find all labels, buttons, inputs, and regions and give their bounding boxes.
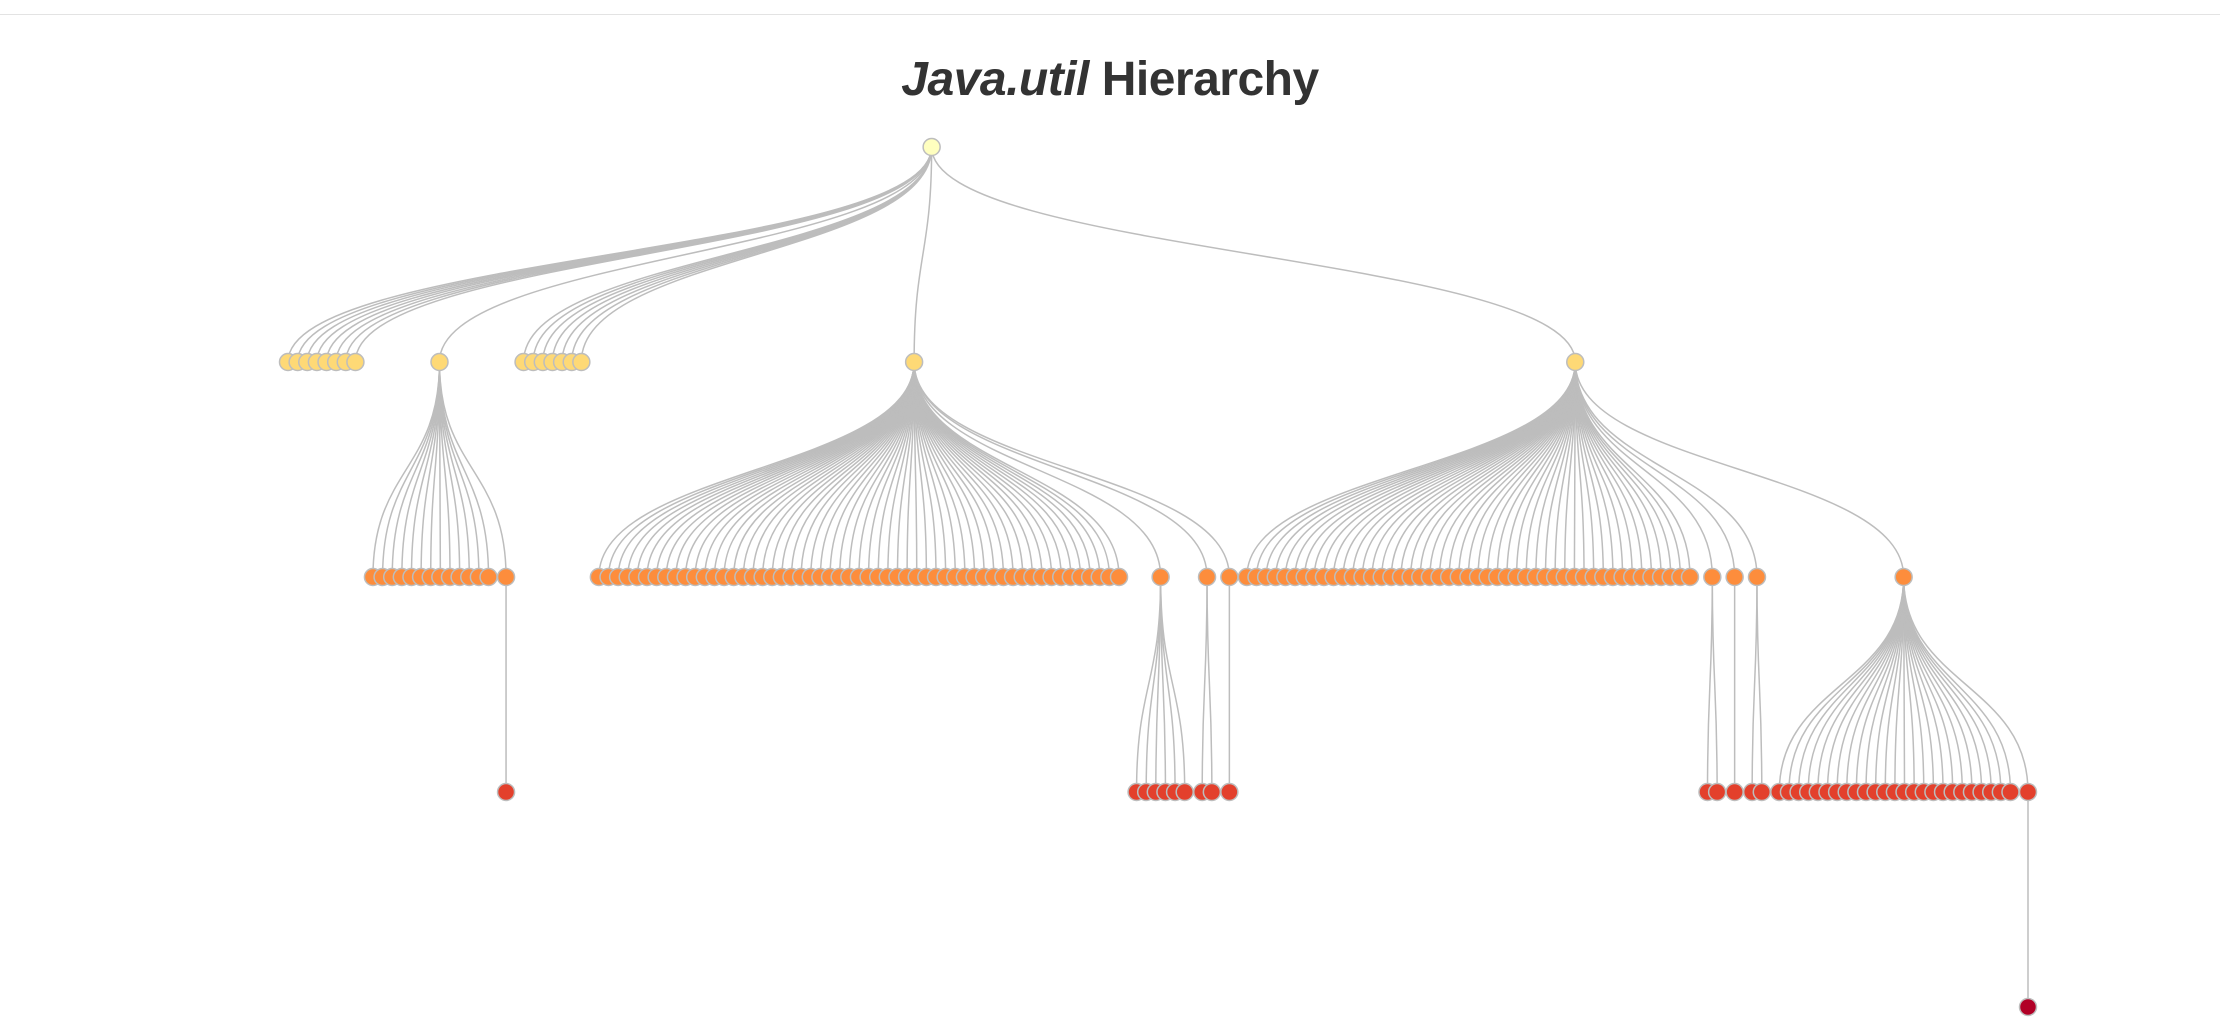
tree-node-depth-3[interactable] bbox=[1707, 782, 1727, 802]
tree-link bbox=[345, 146, 933, 363]
tree-link bbox=[401, 361, 441, 578]
tree-link bbox=[913, 361, 1162, 578]
tree-link bbox=[1361, 361, 1577, 578]
tree-node-depth-3[interactable] bbox=[1202, 782, 1222, 802]
tree-node-depth-2[interactable] bbox=[1680, 567, 1700, 587]
tree-link bbox=[781, 361, 915, 578]
tree-link bbox=[723, 361, 915, 578]
tree-link bbox=[1855, 576, 1905, 793]
tree-link bbox=[306, 146, 933, 363]
tree-link bbox=[1865, 576, 1905, 793]
tree-link bbox=[354, 146, 933, 363]
tree-nodes bbox=[278, 137, 2038, 1017]
tree-link bbox=[316, 146, 933, 363]
tree-link bbox=[1574, 361, 1736, 578]
tree-link bbox=[542, 146, 933, 363]
tree-link bbox=[296, 146, 933, 363]
tree-link bbox=[1371, 361, 1577, 578]
title-hierarchy-word: Hierarchy bbox=[1101, 53, 1319, 106]
tree-link bbox=[1902, 576, 1954, 793]
tree-link bbox=[1574, 361, 1682, 578]
tree-link bbox=[325, 146, 933, 363]
tree-link bbox=[1303, 361, 1577, 578]
tree-node-depth-3[interactable] bbox=[1725, 782, 1744, 802]
tree-link bbox=[287, 146, 933, 363]
tree-node-depth-3[interactable] bbox=[2018, 782, 2038, 802]
tree-node-depth-2[interactable] bbox=[1703, 567, 1722, 587]
tree-node-depth-2[interactable] bbox=[1220, 567, 1239, 587]
tree-link bbox=[372, 361, 441, 578]
tree-link bbox=[1574, 361, 1691, 578]
tree-link bbox=[913, 361, 1005, 578]
tree-link bbox=[646, 361, 915, 578]
tree-node-depth-1[interactable] bbox=[904, 352, 924, 372]
tree-node-depth-3[interactable] bbox=[2001, 782, 2020, 802]
tree-link bbox=[1797, 576, 1905, 793]
title-package-name: Java.util bbox=[901, 53, 1089, 106]
tree-link bbox=[1155, 576, 1162, 793]
tree-link bbox=[1265, 361, 1577, 578]
tree-link bbox=[1706, 576, 1714, 793]
tree-node-depth-2[interactable] bbox=[479, 567, 498, 587]
tree-link bbox=[1429, 361, 1577, 578]
tree-link bbox=[913, 361, 1231, 578]
tree-node-depth-2[interactable] bbox=[1109, 567, 1129, 587]
tree-link bbox=[580, 146, 933, 363]
tree-link bbox=[930, 146, 1577, 363]
tree-link bbox=[913, 361, 1120, 578]
tree-node-depth-1[interactable] bbox=[346, 352, 365, 372]
tree-node-depth-2[interactable] bbox=[1197, 567, 1217, 587]
tree-node-depth-3[interactable] bbox=[496, 782, 516, 802]
tree-node-depth-3[interactable] bbox=[1175, 782, 1194, 802]
tree-link bbox=[335, 146, 933, 363]
tree-node-depth-2[interactable] bbox=[496, 567, 516, 587]
tree-node-depth-4[interactable] bbox=[2018, 997, 2038, 1017]
tree-node-depth-1[interactable] bbox=[430, 352, 449, 372]
tree-node-depth-2[interactable] bbox=[1747, 567, 1767, 587]
tree-link bbox=[913, 361, 1091, 578]
tree-link bbox=[1135, 576, 1162, 793]
tree-link bbox=[1756, 576, 1763, 793]
tree-link bbox=[1574, 361, 1758, 578]
tree-link bbox=[1574, 361, 1714, 578]
tree-link bbox=[1574, 361, 1905, 578]
tree-link bbox=[655, 361, 915, 578]
tree-link bbox=[1458, 361, 1577, 578]
tree-link bbox=[913, 361, 1208, 578]
tree-link bbox=[913, 361, 1111, 578]
tree-node-depth-1[interactable] bbox=[1566, 352, 1585, 372]
tree-node-depth-3[interactable] bbox=[1752, 782, 1772, 802]
tree-root-node[interactable] bbox=[922, 137, 941, 157]
page-title: Java.util Hierarchy bbox=[0, 52, 2220, 107]
tree-node-depth-2[interactable] bbox=[1725, 567, 1744, 587]
tree-link bbox=[1159, 576, 1186, 793]
tree-links bbox=[287, 146, 2029, 1008]
tree-node-depth-3[interactable] bbox=[1220, 782, 1239, 802]
tree-link bbox=[1902, 576, 2029, 793]
tree-link bbox=[438, 361, 490, 578]
tree-link bbox=[1711, 576, 1718, 793]
tree-link bbox=[438, 361, 507, 578]
tree-link bbox=[1206, 576, 1213, 793]
tree-link bbox=[913, 361, 1043, 578]
tree-link bbox=[1751, 576, 1758, 793]
tree-link bbox=[704, 361, 915, 578]
tree-node-depth-2[interactable] bbox=[1894, 567, 1913, 587]
tree-node-depth-2[interactable] bbox=[1151, 567, 1170, 587]
tree-node-depth-1[interactable] bbox=[572, 352, 591, 372]
tree-link bbox=[1902, 576, 2012, 793]
tree-link bbox=[1201, 576, 1208, 793]
tree-link bbox=[391, 361, 441, 578]
tree-link bbox=[438, 146, 933, 363]
tree-link bbox=[913, 146, 933, 363]
top-divider bbox=[0, 14, 2220, 15]
tree-link bbox=[607, 361, 915, 578]
tree-link bbox=[913, 361, 1034, 578]
